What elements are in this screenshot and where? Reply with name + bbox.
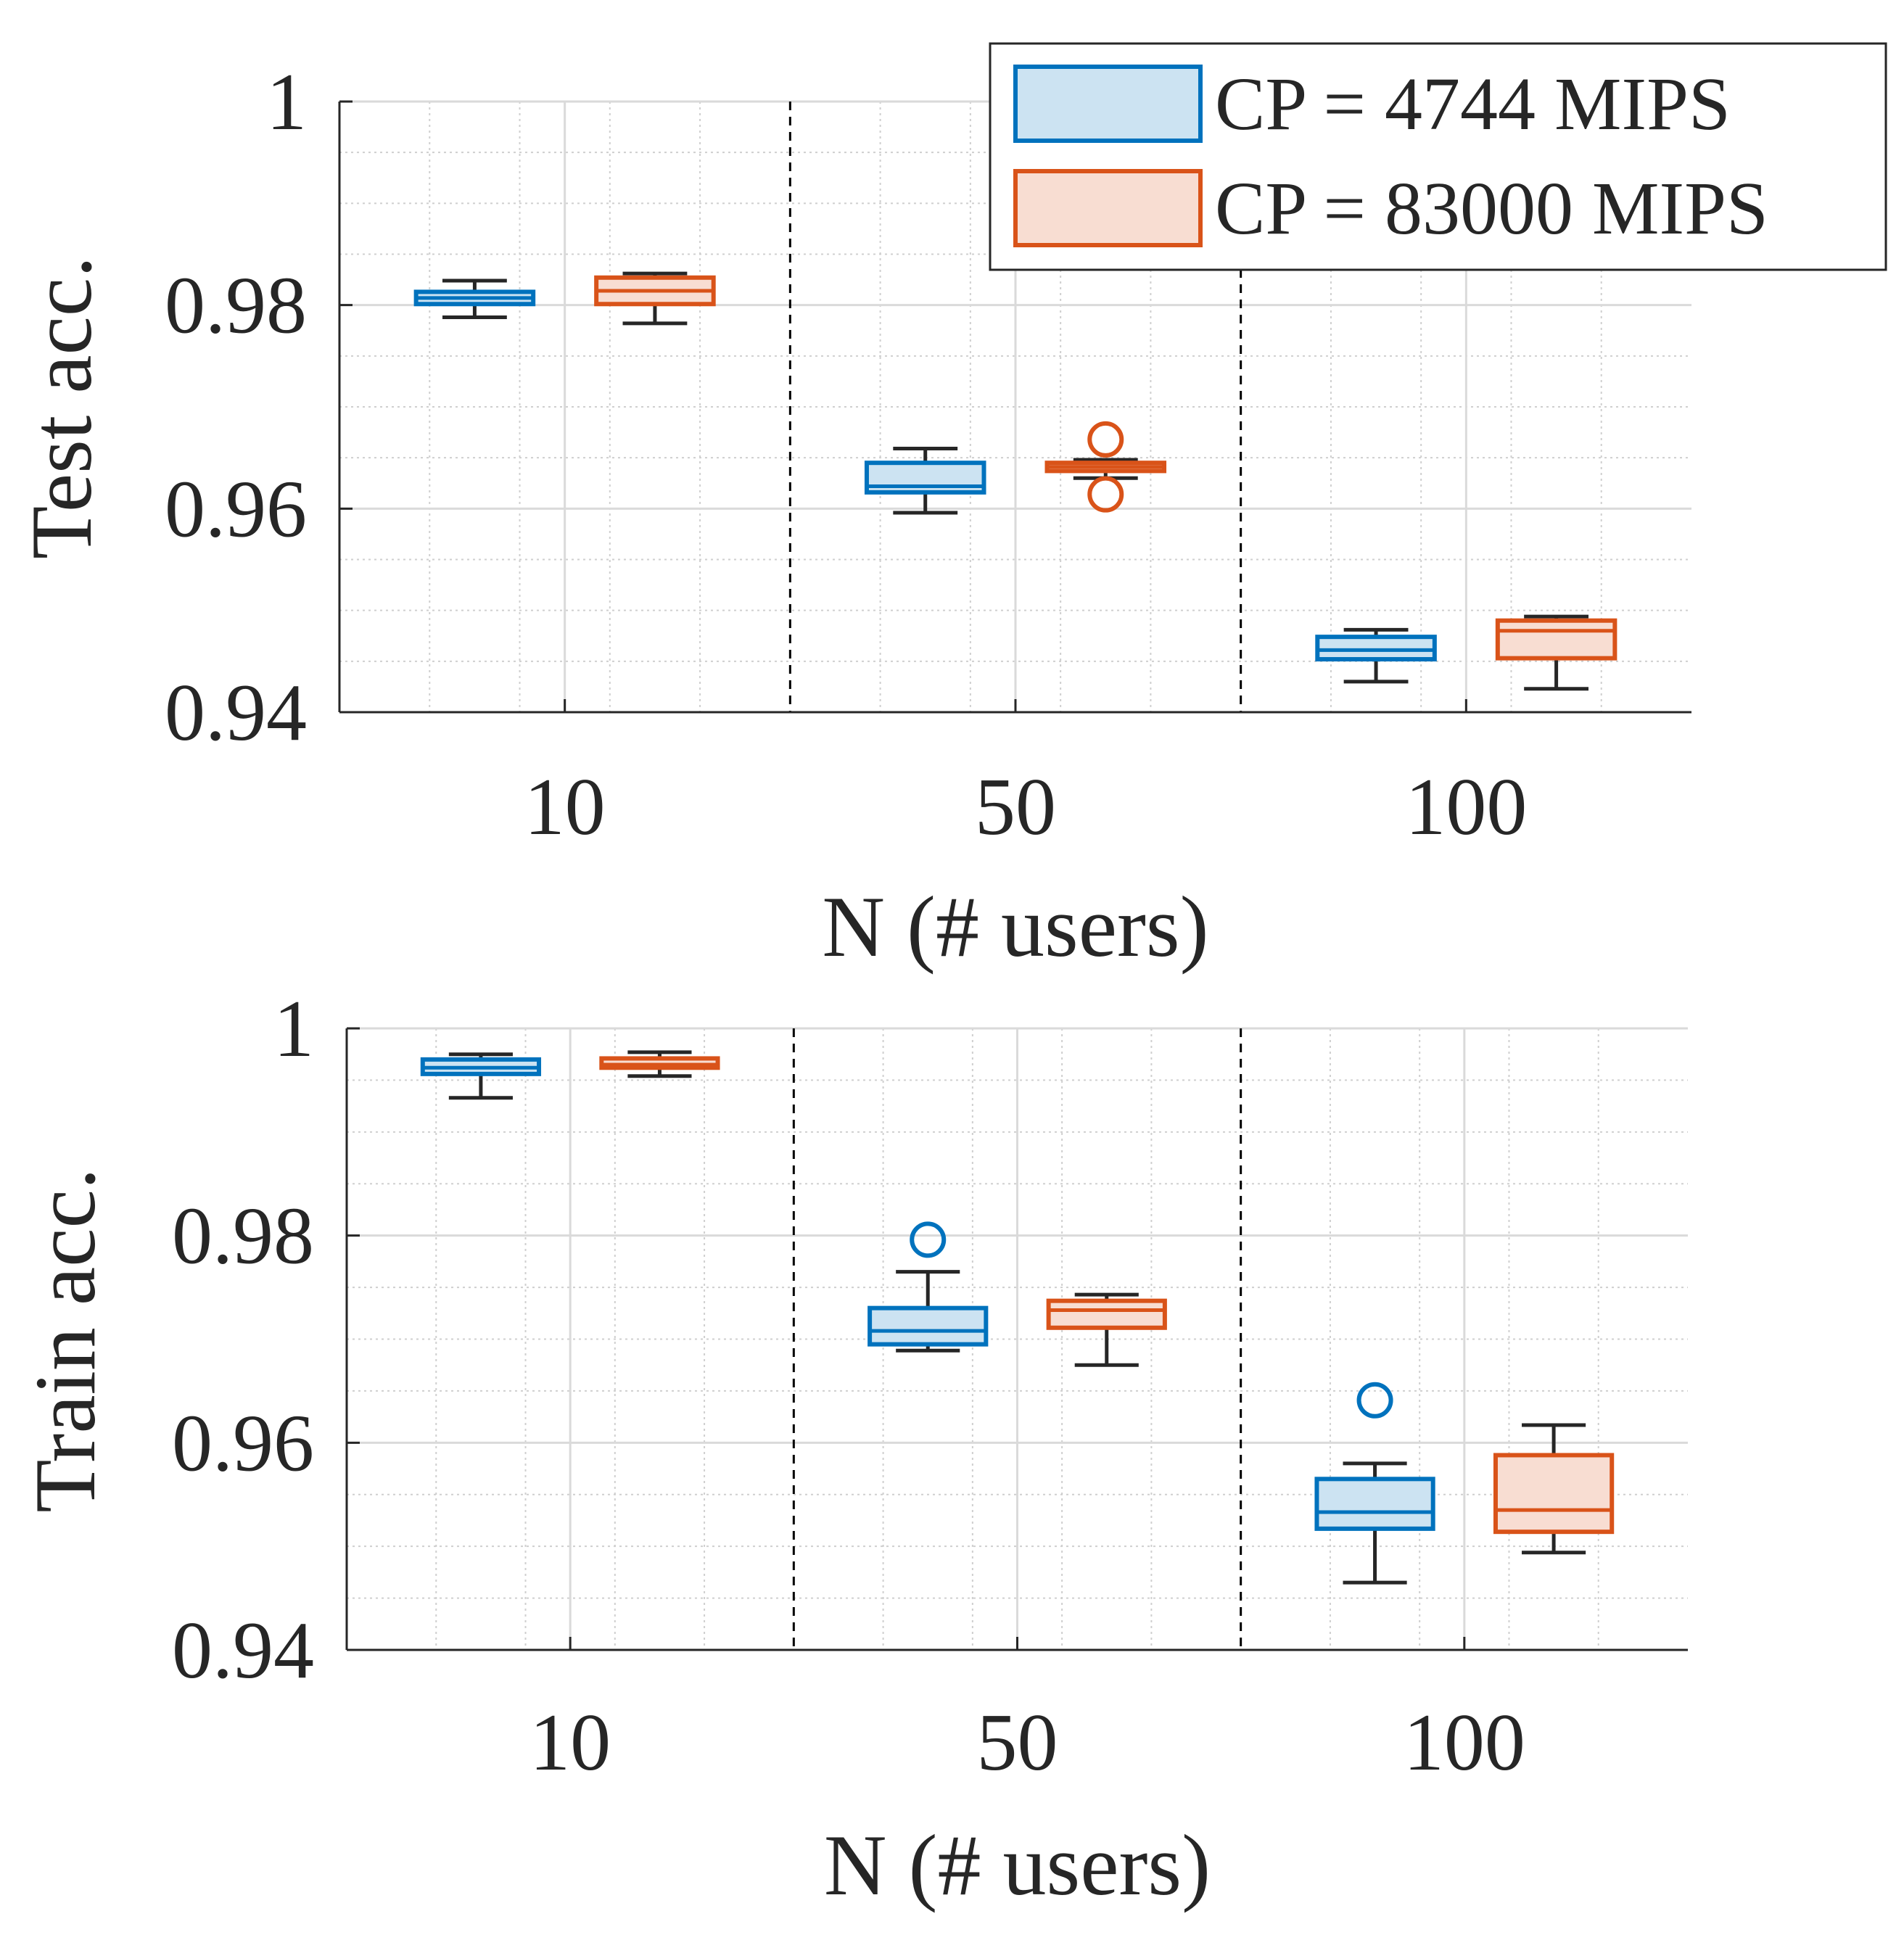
legend-swatch-83000 — [1013, 169, 1203, 247]
outlier-point — [1087, 476, 1124, 513]
y-tick-label: 0.94 — [172, 1606, 314, 1696]
box-test-cp-83000-mips-100 — [1495, 614, 1617, 691]
y-axis-label: Test acc. — [13, 256, 110, 559]
box-iqr — [1315, 635, 1437, 662]
y-tick-label: 0.98 — [172, 1192, 314, 1281]
x-tick-label: 100 — [1404, 1698, 1525, 1788]
y-axis-label: Train acc. — [17, 1168, 113, 1512]
x-tick-label: 50 — [975, 762, 1056, 852]
box-iqr — [1493, 1453, 1615, 1535]
x-tick-label: 10 — [524, 762, 606, 852]
y-tick-label: 0.96 — [165, 464, 307, 554]
x-tick-label: 100 — [1405, 762, 1527, 852]
box-train-cp-4744-mips-50 — [867, 1221, 989, 1353]
x-tick-label: 10 — [529, 1698, 611, 1788]
box-train-cp-4744-mips-100 — [1314, 1382, 1435, 1585]
box-test-cp-4744-mips-10 — [413, 278, 536, 320]
box-iqr — [1495, 618, 1617, 661]
legend-label-4744: CP = 4744 MIPS — [1215, 62, 1731, 146]
y-tick-label: 0.98 — [165, 261, 307, 351]
y-tick-label: 1 — [273, 984, 314, 1074]
y-tick-label: 0.94 — [165, 668, 307, 758]
y-tick-label: 0.96 — [172, 1398, 314, 1488]
box-test-cp-83000-mips-50 — [1044, 421, 1167, 513]
outlier-point — [910, 1221, 947, 1258]
box-test-cp-83000-mips-10 — [594, 271, 716, 326]
outlier-point — [1087, 421, 1124, 458]
x-axis-label: N (# users) — [822, 878, 1208, 975]
y-tick-label: 1 — [266, 57, 307, 147]
box-iqr — [1046, 1298, 1167, 1330]
box-test-cp-4744-mips-50 — [864, 447, 986, 515]
box-train-cp-83000-mips-50 — [1046, 1292, 1167, 1367]
box-iqr — [1314, 1477, 1435, 1531]
box-test-cp-4744-mips-100 — [1315, 627, 1437, 684]
train-accuracy-panel: 0.94 0.96 0.98 1 10 50 100 N (# users) Train acc… — [17, 984, 1688, 1913]
legend-swatch-4744 — [1013, 65, 1203, 143]
legend: CP = 4744 MIPS CP = 83000 MIPS — [989, 42, 1887, 271]
box-iqr — [867, 1305, 989, 1347]
x-axis-label: N (# users) — [824, 1817, 1211, 1913]
box-train-cp-4744-mips-10 — [420, 1052, 542, 1100]
legend-label-83000: CP = 83000 MIPS — [1215, 167, 1768, 250]
box-train-cp-83000-mips-100 — [1493, 1423, 1615, 1555]
box-train-cp-83000-mips-10 — [599, 1050, 720, 1078]
x-tick-label: 50 — [977, 1698, 1058, 1788]
outlier-point — [1356, 1382, 1393, 1419]
